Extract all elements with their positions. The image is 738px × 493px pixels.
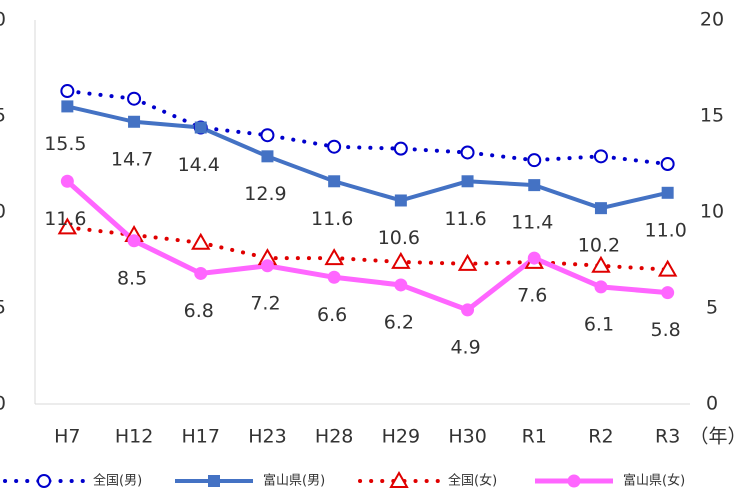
y-tick-label: 15	[0, 105, 6, 127]
x-tick-label: H12	[115, 426, 153, 448]
marker	[261, 150, 274, 163]
series-line	[65, 89, 670, 166]
data-label: 11.0	[644, 219, 686, 241]
x-tick-label: H17	[182, 426, 220, 448]
marker	[393, 141, 408, 156]
marker	[527, 153, 542, 168]
marker	[661, 286, 675, 300]
data-label: 10.6	[378, 227, 420, 249]
marker	[591, 255, 611, 273]
legend-label: 全国(女)	[448, 473, 497, 489]
marker	[194, 121, 207, 134]
marker	[594, 280, 608, 294]
y-tick-label: 10	[0, 201, 6, 223]
y2-tick-label: 15	[700, 105, 724, 127]
legend-marker	[567, 474, 581, 488]
data-label: 6.2	[384, 311, 414, 333]
x-tick-label: H23	[248, 426, 286, 448]
x-axis-label: （年）	[689, 426, 738, 448]
legend-label: 全国(男)	[93, 473, 142, 489]
data-label: 4.9	[450, 336, 480, 358]
marker	[457, 253, 478, 271]
marker	[394, 278, 408, 292]
marker	[127, 91, 142, 106]
marker	[527, 251, 541, 265]
marker	[128, 115, 141, 128]
y2-tick-label: 0	[706, 393, 718, 415]
legend-label: 富山県(男)	[263, 473, 325, 489]
marker	[327, 270, 341, 284]
series-line	[65, 179, 668, 313]
marker	[528, 179, 541, 192]
data-label: 10.2	[578, 235, 620, 257]
marker	[660, 157, 675, 171]
y-tick-label: 20	[0, 9, 6, 31]
marker	[661, 186, 674, 199]
data-label: 6.8	[184, 300, 214, 322]
marker	[394, 194, 407, 207]
marker	[594, 202, 607, 215]
y2-tick-label: 5	[706, 297, 718, 319]
data-label: 14.7	[111, 148, 153, 170]
y2-tick-label: 20	[700, 9, 724, 31]
marker	[593, 149, 608, 164]
marker	[328, 175, 341, 188]
y2-tick-label: 10	[700, 201, 724, 223]
data-label: 6.6	[317, 304, 347, 326]
y-tick-label: 0	[0, 393, 6, 415]
marker	[391, 251, 411, 269]
data-label: 12.9	[244, 183, 286, 205]
legend-marker	[208, 475, 220, 487]
data-label: 11.4	[511, 212, 553, 234]
marker	[461, 175, 474, 188]
x-tick-label: H30	[448, 426, 486, 448]
x-tick-label: R2	[588, 426, 613, 448]
x-tick-label: R1	[522, 426, 547, 448]
marker	[60, 84, 75, 99]
data-label: 5.8	[651, 319, 681, 341]
marker	[327, 139, 342, 154]
marker	[461, 303, 475, 317]
data-label: 7.6	[517, 285, 547, 307]
data-label: 11.6	[311, 208, 353, 230]
data-label: 11.6	[44, 208, 86, 230]
x-tick-label: H29	[382, 426, 420, 448]
marker	[260, 128, 275, 143]
data-label: 6.1	[584, 313, 614, 335]
series-line	[65, 225, 670, 272]
x-tick-label: H28	[315, 426, 353, 448]
legend-label: 富山県(女)	[623, 473, 685, 489]
legend-marker	[389, 470, 409, 488]
data-label: 8.5	[117, 267, 147, 289]
data-label: 11.6	[444, 208, 486, 230]
marker	[191, 232, 211, 250]
series-line	[66, 104, 669, 211]
data-label: 15.5	[44, 133, 86, 155]
marker	[324, 248, 344, 266]
data-label: 14.4	[178, 154, 220, 176]
x-tick-label: R3	[655, 426, 680, 448]
data-label: 7.2	[250, 292, 280, 314]
marker	[61, 100, 74, 113]
marker	[460, 145, 475, 160]
y-tick-label: 5	[0, 297, 6, 319]
marker	[127, 234, 141, 248]
x-tick-label: H7	[54, 426, 80, 448]
legend-marker	[37, 474, 51, 488]
marker	[57, 217, 78, 235]
marker	[194, 266, 208, 280]
marker	[60, 174, 74, 188]
marker	[657, 259, 678, 277]
marker	[260, 259, 274, 273]
